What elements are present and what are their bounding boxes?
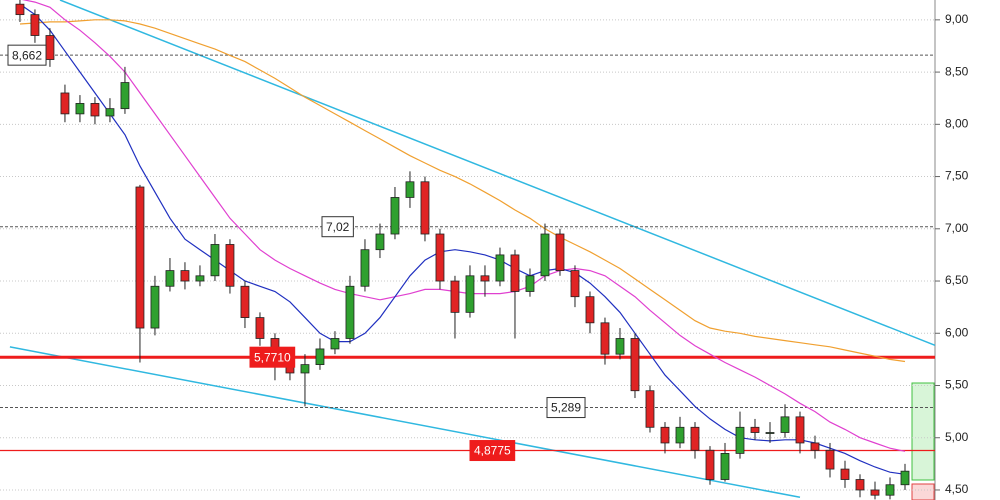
candle-body <box>480 275 490 282</box>
trendline <box>9 346 801 499</box>
candle-body <box>600 322 610 355</box>
candle-body <box>330 338 340 350</box>
candle-body <box>465 275 475 313</box>
candle-body <box>855 479 865 491</box>
moving-average <box>21 0 906 452</box>
candle-body <box>360 249 370 287</box>
candle-body <box>570 270 580 298</box>
moving-average <box>19 3 906 475</box>
level-label: 5,289 <box>551 401 581 415</box>
plot-area <box>0 0 935 500</box>
y-tick-label: 4,50 <box>945 482 969 496</box>
y-tick-label: 5,00 <box>945 430 969 444</box>
level-label-box <box>321 216 354 238</box>
candle-body <box>60 92 70 115</box>
position-box <box>911 382 935 481</box>
moving-average <box>19 19 906 363</box>
candle-body <box>660 426 670 444</box>
candle-body <box>675 426 685 444</box>
y-tick-label: 6,50 <box>945 273 969 287</box>
candle-body <box>870 489 880 496</box>
candle-body <box>120 82 130 110</box>
candle-body <box>210 244 220 277</box>
candle-body <box>450 280 460 313</box>
trendline <box>59 0 936 346</box>
candle-body <box>690 426 700 451</box>
candle-body <box>315 348 325 366</box>
level-label: 5,7710 <box>254 350 291 364</box>
candle-body <box>45 35 55 60</box>
level-label-box <box>469 440 516 462</box>
candle-body <box>345 285 355 339</box>
candle-body <box>750 426 760 433</box>
candle-body <box>195 275 205 282</box>
candle-body <box>900 470 910 486</box>
candle-body <box>840 468 850 480</box>
candle-body <box>495 254 505 282</box>
y-tick-label: 8,00 <box>945 116 969 130</box>
y-tick-label: 8,50 <box>945 64 969 78</box>
candle-body <box>705 449 715 480</box>
candle-body <box>720 453 730 480</box>
y-tick-label: 7,00 <box>945 221 969 235</box>
candle-body <box>510 254 520 292</box>
candle-body <box>780 416 790 433</box>
y-tick-label: 7,50 <box>945 169 969 183</box>
candle-body <box>135 186 145 329</box>
level-label: 8,662 <box>12 48 42 62</box>
candle-body <box>825 449 835 470</box>
candle-body <box>390 197 400 235</box>
candle-body <box>765 432 775 434</box>
marks <box>0 0 936 500</box>
candle-body <box>105 108 115 117</box>
candle-body <box>630 338 640 392</box>
level-label: 7,02 <box>326 220 350 234</box>
candle-body <box>150 285 160 329</box>
candle-body <box>420 181 430 235</box>
grid <box>0 19 940 491</box>
candle-body <box>75 103 85 115</box>
y-tick-label: 6,00 <box>945 325 969 339</box>
candle-body <box>615 338 625 355</box>
y-tick-label: 5,50 <box>945 378 969 392</box>
candle-body <box>90 103 100 117</box>
labels: 4,50 5,00 5,50 6,00 6,50 7,00 7,50 8,00 8,50 9,00… <box>7 12 969 496</box>
candle-body <box>735 426 745 454</box>
candle-body <box>225 244 235 287</box>
candle-body <box>255 317 265 339</box>
level-label-box <box>7 44 47 66</box>
candle-body <box>300 364 310 374</box>
candle-body <box>180 270 190 282</box>
candle-body <box>165 270 175 287</box>
position-box <box>911 483 935 500</box>
candle-body <box>375 233 385 251</box>
candle-body <box>15 3 25 16</box>
candle-body <box>405 181 415 198</box>
y-tick-label: 9,00 <box>945 12 969 26</box>
level-label-box <box>249 346 296 368</box>
candle-body <box>240 285 250 318</box>
candle-body <box>525 275 535 292</box>
candle-body <box>795 416 805 444</box>
candle-body <box>885 484 895 496</box>
candle-body <box>555 233 565 271</box>
level-label: 4,8775 <box>474 444 511 458</box>
candle-body <box>30 14 40 36</box>
candle-body <box>540 233 550 277</box>
candle-body <box>810 442 820 451</box>
candle-body <box>435 233 445 282</box>
level-label-box <box>546 397 586 419</box>
candle-body <box>645 390 655 428</box>
candle-body <box>585 296 595 324</box>
